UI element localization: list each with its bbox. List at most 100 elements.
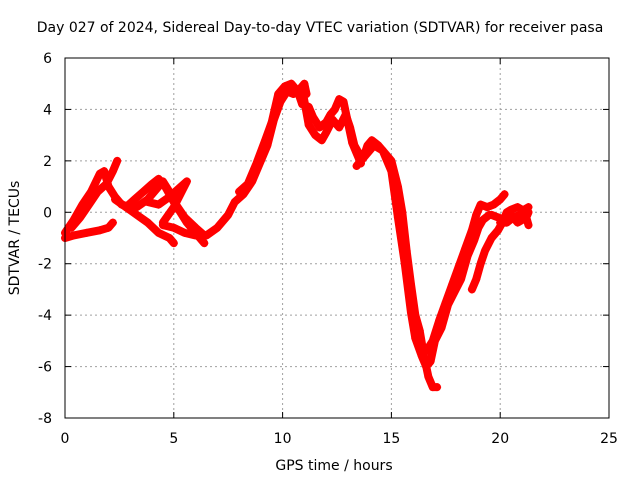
data-point bbox=[280, 82, 289, 91]
data-point bbox=[224, 210, 233, 219]
data-point bbox=[202, 231, 211, 240]
x-tick-label: 25 bbox=[600, 431, 618, 447]
data-point bbox=[67, 223, 76, 232]
data-point bbox=[322, 128, 331, 137]
data-point bbox=[235, 187, 244, 196]
data-point bbox=[489, 200, 498, 209]
data-point bbox=[267, 118, 276, 127]
data-point bbox=[509, 213, 518, 222]
y-tick-label: 6 bbox=[43, 51, 52, 67]
data-point bbox=[113, 156, 122, 165]
data-point bbox=[317, 136, 326, 145]
data-point bbox=[169, 239, 178, 248]
y-tick-label: 4 bbox=[43, 102, 52, 118]
data-point bbox=[139, 187, 148, 196]
data-point bbox=[441, 298, 450, 307]
data-point bbox=[335, 95, 344, 104]
data-point bbox=[494, 226, 503, 235]
data-point bbox=[352, 162, 361, 170]
data-point bbox=[132, 203, 141, 212]
data-point bbox=[165, 234, 174, 242]
data-point bbox=[346, 123, 355, 132]
data-point bbox=[84, 200, 93, 209]
data-point bbox=[476, 259, 485, 268]
data-point bbox=[472, 275, 481, 284]
y-tick-label: -2 bbox=[38, 257, 52, 273]
data-point bbox=[143, 218, 152, 227]
data-point bbox=[480, 246, 489, 255]
y-tick-label: -8 bbox=[38, 411, 52, 427]
data-point bbox=[182, 177, 191, 186]
data-point bbox=[330, 105, 339, 114]
data-point bbox=[158, 221, 167, 230]
data-point bbox=[158, 177, 167, 186]
data-point bbox=[191, 231, 200, 240]
x-tick-label: 10 bbox=[274, 431, 292, 447]
data-point bbox=[335, 123, 344, 132]
x-tick-label: 15 bbox=[382, 431, 400, 447]
data-point bbox=[369, 141, 378, 150]
data-point bbox=[148, 180, 157, 188]
data-point bbox=[378, 146, 387, 155]
data-point bbox=[76, 213, 85, 222]
data-point bbox=[422, 347, 431, 356]
chart-title: Day 027 of 2024, Sidereal Day-to-day VTE… bbox=[37, 20, 604, 36]
data-point bbox=[515, 210, 524, 219]
data-point bbox=[180, 213, 189, 222]
grid bbox=[65, 58, 609, 418]
data-point bbox=[487, 210, 496, 219]
data-point bbox=[524, 221, 533, 230]
data-point bbox=[424, 372, 433, 381]
data-point bbox=[478, 216, 487, 224]
data-point bbox=[502, 218, 511, 227]
data-point bbox=[472, 210, 481, 219]
data-point bbox=[111, 195, 120, 204]
data-point bbox=[496, 195, 505, 204]
data-point bbox=[108, 218, 117, 227]
data-point bbox=[93, 187, 102, 196]
data-point bbox=[130, 195, 139, 204]
data-point bbox=[487, 234, 496, 242]
y-axis-label: SDTVAR / TECUs bbox=[7, 181, 23, 296]
data-point bbox=[467, 226, 476, 235]
data-point bbox=[448, 280, 457, 289]
y-tick-label: -6 bbox=[38, 360, 52, 376]
data-point bbox=[298, 84, 307, 93]
data-point bbox=[169, 223, 178, 232]
x-axis-label: GPS time / hours bbox=[275, 458, 392, 474]
data-point bbox=[422, 362, 431, 371]
data-point bbox=[180, 228, 189, 237]
data-point bbox=[104, 223, 113, 232]
data-point bbox=[95, 169, 104, 178]
data-point bbox=[174, 185, 183, 194]
data-point bbox=[315, 123, 324, 132]
data-point bbox=[121, 203, 130, 212]
data-point bbox=[108, 167, 117, 176]
data-point bbox=[169, 203, 178, 212]
plot-frame bbox=[64, 57, 610, 419]
data-point bbox=[400, 257, 409, 266]
data-point bbox=[252, 159, 261, 168]
data-point bbox=[393, 213, 402, 222]
data-point bbox=[287, 79, 296, 88]
data-point bbox=[213, 223, 222, 232]
data-point bbox=[461, 244, 470, 253]
data-point bbox=[304, 120, 313, 129]
y-tick-label: -4 bbox=[38, 308, 52, 324]
x-tick-label: 5 bbox=[169, 431, 178, 447]
data-point bbox=[243, 180, 252, 188]
x-tick-label: 0 bbox=[61, 431, 70, 447]
data-point bbox=[191, 223, 200, 232]
y-tick-label: 2 bbox=[43, 154, 52, 170]
data-point bbox=[154, 228, 163, 237]
data-point bbox=[417, 352, 426, 361]
axis-ticks: 0 5 10 15 20 25 -8 -6 -4 -2 0 2 4 6 bbox=[38, 51, 618, 447]
data-point bbox=[82, 228, 91, 237]
data-points bbox=[61, 79, 533, 392]
data-point bbox=[522, 213, 531, 222]
data-point bbox=[513, 203, 522, 212]
data-point bbox=[200, 239, 209, 248]
data-point bbox=[261, 136, 270, 145]
data-point bbox=[467, 285, 476, 294]
data-point bbox=[406, 308, 415, 317]
